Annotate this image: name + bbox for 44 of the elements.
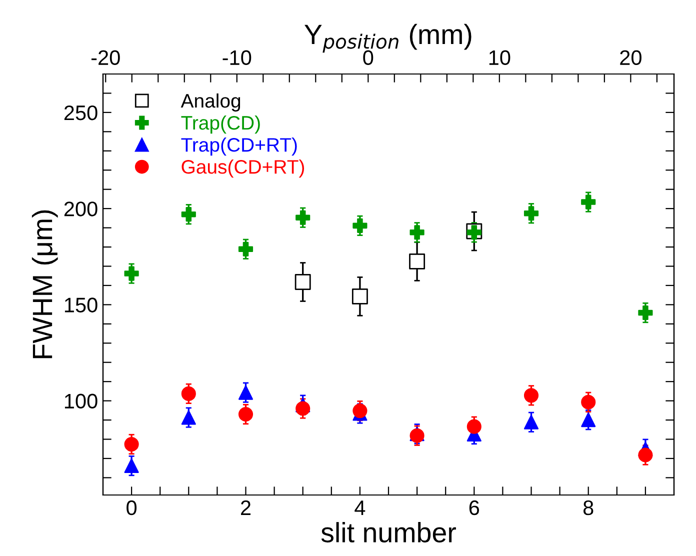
x2-tick-label: 20	[620, 50, 642, 66]
y-tick-label: 100	[64, 394, 98, 409]
legend-label: Trap(CD+RT)	[181, 137, 297, 156]
point	[296, 210, 310, 225]
point	[524, 414, 539, 430]
legend-label: Analog	[180, 93, 240, 112]
point	[294, 274, 311, 290]
x-axis-title: slit number	[321, 522, 456, 542]
point	[352, 218, 368, 233]
point	[352, 288, 368, 304]
legend-label: Trap(CD)	[181, 115, 260, 134]
point	[124, 458, 139, 474]
point	[238, 406, 254, 422]
point	[181, 207, 196, 222]
point	[238, 242, 254, 256]
x2-tick-label: -20	[91, 50, 120, 66]
legend-label: Gaus(CD+RT)	[182, 159, 304, 178]
point	[410, 225, 424, 240]
y-tick-label: 250	[64, 105, 98, 120]
point	[524, 206, 539, 221]
point	[638, 305, 653, 320]
x2-tick-label: 10	[489, 50, 510, 66]
y-tick-label: 150	[64, 298, 98, 312]
point	[124, 266, 139, 281]
x-tick-label: 8	[583, 500, 594, 516]
point	[638, 448, 653, 462]
point	[124, 436, 139, 452]
y-axis-title: FWHM (μm)	[32, 210, 58, 358]
x-tick-label: 6	[469, 500, 480, 516]
point	[296, 401, 310, 416]
x-tick-label: 4	[354, 500, 366, 515]
point	[181, 410, 196, 425]
x-tick-label: 0	[126, 500, 137, 516]
point	[581, 412, 596, 428]
point	[181, 386, 196, 401]
point	[581, 394, 596, 410]
point	[524, 388, 539, 403]
x-tick-label: 2	[241, 500, 250, 515]
x2-tick-label: -10	[222, 50, 252, 66]
point	[238, 385, 254, 400]
point	[581, 194, 596, 210]
point	[409, 253, 426, 270]
y-tick-label: 200	[64, 202, 98, 216]
point	[466, 419, 482, 434]
